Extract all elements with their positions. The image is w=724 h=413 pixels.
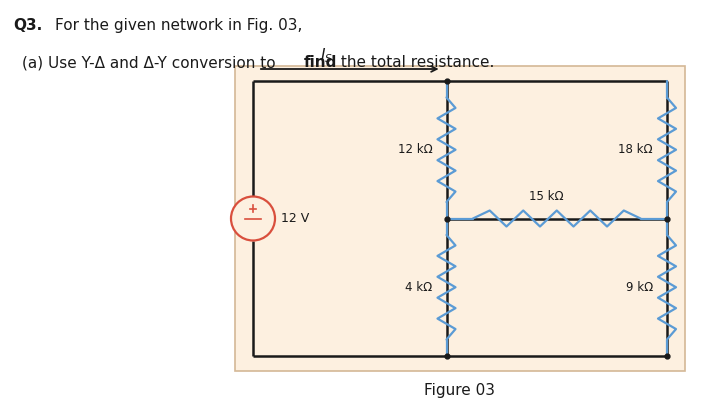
Text: 12 V: 12 V <box>281 212 309 225</box>
Text: 15 kΩ: 15 kΩ <box>529 190 564 202</box>
Text: 4 kΩ: 4 kΩ <box>405 281 432 294</box>
Text: find: find <box>304 55 337 70</box>
Text: the total resistance.: the total resistance. <box>336 55 494 70</box>
Text: $I_S$: $I_S$ <box>320 46 332 65</box>
FancyBboxPatch shape <box>235 66 685 371</box>
Text: 9 kΩ: 9 kΩ <box>626 281 653 294</box>
Text: 12 kΩ: 12 kΩ <box>397 143 432 156</box>
Text: For the given network in Fig. 03,: For the given network in Fig. 03, <box>55 18 303 33</box>
Text: Figure 03: Figure 03 <box>424 383 495 398</box>
Text: Q3.: Q3. <box>13 18 42 33</box>
Circle shape <box>231 197 275 240</box>
Text: (a) Use Y-Δ and Δ-Y conversion to: (a) Use Y-Δ and Δ-Y conversion to <box>22 55 280 70</box>
Text: 18 kΩ: 18 kΩ <box>618 143 653 156</box>
